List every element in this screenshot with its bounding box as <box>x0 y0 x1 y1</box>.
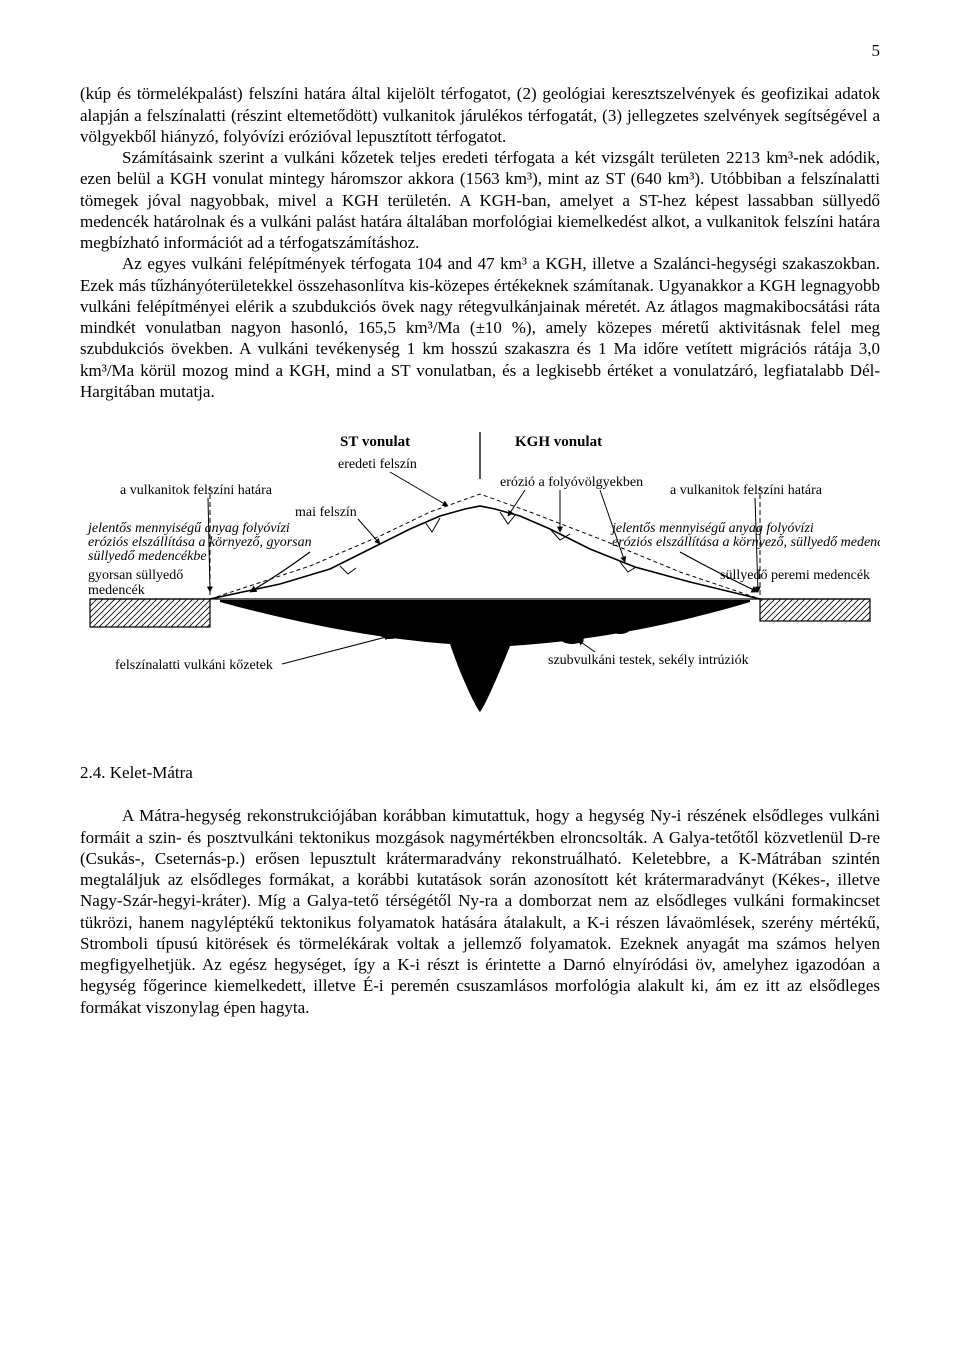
fig-note-left-3: süllyedő medencékbe <box>88 549 207 564</box>
paragraph-2: Számításaink szerint a vulkáni kőzetek t… <box>80 147 880 253</box>
fig-label-original-surface: eredeti felszín <box>338 457 417 472</box>
fig-label-subsurface: felszínalatti vulkáni kőzetek <box>115 658 273 673</box>
fig-label-current-surface: mai felszín <box>295 505 357 520</box>
fig-note-right-1: jelentős mennyiségű anyag folyóvízi <box>610 521 814 536</box>
fig-label-right-basin: süllyedő peremi medencék <box>720 568 870 583</box>
section-heading: 2.4. Kelet-Mátra <box>80 762 880 783</box>
section-heading-text: 2.4. Kelet-Mátra <box>80 763 193 782</box>
fig-note-left-1: jelentős mennyiségű anyag folyóvízi <box>86 521 290 536</box>
paragraph-3-text: Az egyes vulkáni felépítmények térfogata… <box>80 254 880 401</box>
paragraph-1: (kúp és törmelékpalást) felszíni határa … <box>80 83 880 147</box>
fig-label-left-basin-1: gyorsan süllyedő <box>88 568 183 583</box>
paragraph-4: A Mátra-hegység rekonstrukciójában koráb… <box>80 805 880 1018</box>
paragraph-4-text: A Mátra-hegység rekonstrukciójában koráb… <box>80 806 880 1016</box>
paragraph-3: Az egyes vulkáni felépítmények térfogata… <box>80 253 880 402</box>
fig-note-right-2: eróziós elszállítása a környező, süllyed… <box>612 535 880 550</box>
fig-label-kgh: KGH vonulat <box>515 434 602 450</box>
fig-label-erosion-valleys: erózió a folyóvölgyekben <box>500 475 643 490</box>
fig-label-boundary-left: a vulkanitok felszíni határa <box>120 483 273 498</box>
figure-volcano-cross-section: ST vonulat KGH vonulat eredeti felszín a… <box>80 424 880 734</box>
page-number: 5 <box>80 40 880 61</box>
fig-label-boundary-right: a vulkanitok felszíni határa <box>670 483 823 498</box>
fig-note-left-2: eróziós elszállítása a környező, gyorsan <box>88 535 312 550</box>
fig-label-st: ST vonulat <box>340 434 410 450</box>
fig-label-subvolcanic: szubvulkáni testek, sekély intrúziók <box>548 653 749 668</box>
fig-label-left-basin-2: medencék <box>88 583 145 598</box>
paragraph-2-text: Számításaink szerint a vulkáni kőzetek t… <box>80 148 880 252</box>
